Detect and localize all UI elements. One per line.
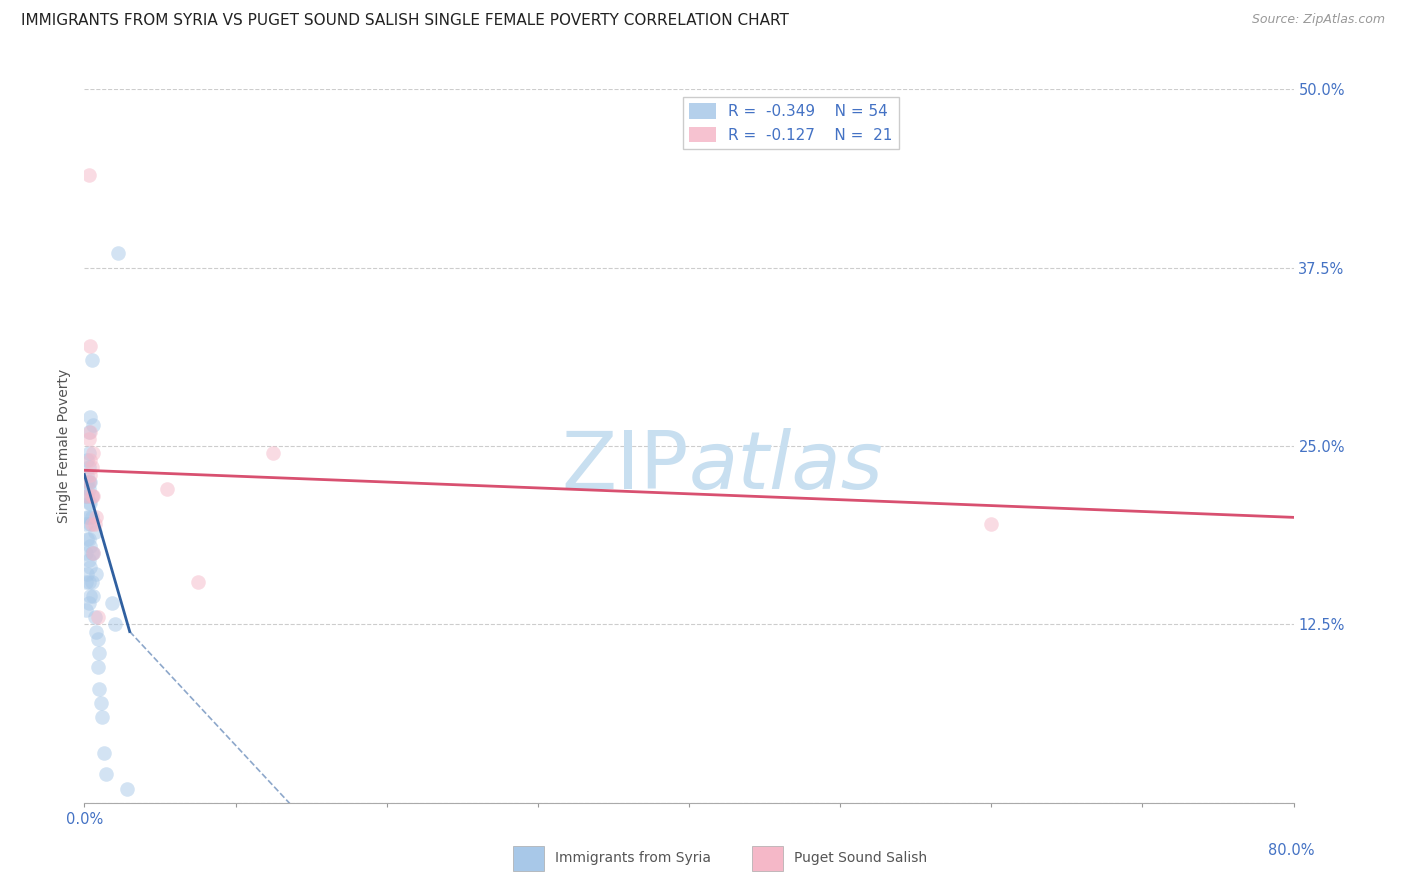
Point bbox=[76, 453, 98, 467]
Point bbox=[82, 446, 104, 460]
Point bbox=[75, 517, 97, 532]
Point bbox=[75, 603, 97, 617]
Point bbox=[76, 475, 98, 489]
Point bbox=[79, 410, 101, 425]
Point bbox=[76, 510, 98, 524]
Point bbox=[107, 246, 129, 260]
Text: 80.0%: 80.0% bbox=[1268, 843, 1315, 858]
Y-axis label: Single Female Poverty: Single Female Poverty bbox=[58, 369, 72, 523]
Point bbox=[82, 589, 104, 603]
Point bbox=[82, 489, 104, 503]
Point bbox=[79, 517, 101, 532]
Point bbox=[77, 532, 100, 546]
Point bbox=[91, 710, 114, 724]
Point bbox=[76, 467, 98, 482]
Text: Source: ZipAtlas.com: Source: ZipAtlas.com bbox=[1251, 13, 1385, 27]
Point bbox=[82, 546, 104, 560]
Point bbox=[93, 746, 115, 760]
Point bbox=[79, 467, 101, 482]
Point bbox=[82, 546, 104, 560]
Point bbox=[77, 553, 100, 567]
Point bbox=[76, 489, 98, 503]
Point bbox=[80, 460, 103, 475]
Point bbox=[84, 517, 107, 532]
Point bbox=[84, 524, 107, 539]
Point bbox=[980, 517, 1002, 532]
Point bbox=[79, 589, 101, 603]
Point bbox=[77, 510, 100, 524]
Point bbox=[79, 496, 101, 510]
Point bbox=[80, 353, 103, 368]
Point bbox=[79, 339, 101, 353]
Point bbox=[77, 446, 100, 460]
Point bbox=[84, 610, 107, 624]
Legend: R =  -0.349    N = 54, R =  -0.127    N =  21: R = -0.349 N = 54, R = -0.127 N = 21 bbox=[683, 97, 898, 149]
Point bbox=[104, 617, 127, 632]
Point bbox=[77, 574, 100, 589]
Point bbox=[80, 510, 103, 524]
Point bbox=[79, 475, 101, 489]
Point bbox=[86, 510, 108, 524]
Point bbox=[80, 517, 103, 532]
Point bbox=[79, 560, 101, 574]
Point bbox=[80, 489, 103, 503]
Point bbox=[76, 567, 98, 582]
Point bbox=[156, 482, 179, 496]
Point bbox=[77, 475, 100, 489]
Point bbox=[76, 532, 98, 546]
Point bbox=[82, 417, 104, 432]
Text: Immigrants from Syria: Immigrants from Syria bbox=[555, 851, 711, 865]
Point bbox=[115, 781, 138, 796]
Point bbox=[89, 646, 111, 660]
Point bbox=[75, 489, 97, 503]
Point bbox=[94, 767, 117, 781]
Text: atlas: atlas bbox=[689, 428, 884, 507]
Point bbox=[79, 425, 101, 439]
Point bbox=[77, 596, 100, 610]
Point bbox=[80, 574, 103, 589]
Text: Puget Sound Salish: Puget Sound Salish bbox=[794, 851, 928, 865]
Point bbox=[262, 446, 284, 460]
Point bbox=[75, 574, 97, 589]
Point bbox=[80, 489, 103, 503]
Point bbox=[77, 460, 100, 475]
Point bbox=[80, 546, 103, 560]
Point bbox=[187, 574, 209, 589]
Point bbox=[79, 539, 101, 553]
Point bbox=[76, 489, 98, 503]
Point bbox=[77, 475, 100, 489]
Point bbox=[86, 624, 108, 639]
Point bbox=[89, 681, 111, 696]
Point bbox=[87, 610, 110, 624]
Text: ZIP: ZIP bbox=[561, 428, 689, 507]
Point bbox=[77, 168, 100, 182]
Point bbox=[77, 496, 100, 510]
Point bbox=[79, 453, 101, 467]
Point bbox=[90, 696, 112, 710]
Point bbox=[77, 482, 100, 496]
Point bbox=[77, 432, 100, 446]
Point bbox=[75, 546, 97, 560]
Point bbox=[87, 632, 110, 646]
Point bbox=[87, 660, 110, 674]
Text: IMMIGRANTS FROM SYRIA VS PUGET SOUND SALISH SINGLE FEMALE POVERTY CORRELATION CH: IMMIGRANTS FROM SYRIA VS PUGET SOUND SAL… bbox=[21, 13, 789, 29]
Point bbox=[86, 567, 108, 582]
Point bbox=[100, 596, 122, 610]
Point bbox=[77, 425, 100, 439]
